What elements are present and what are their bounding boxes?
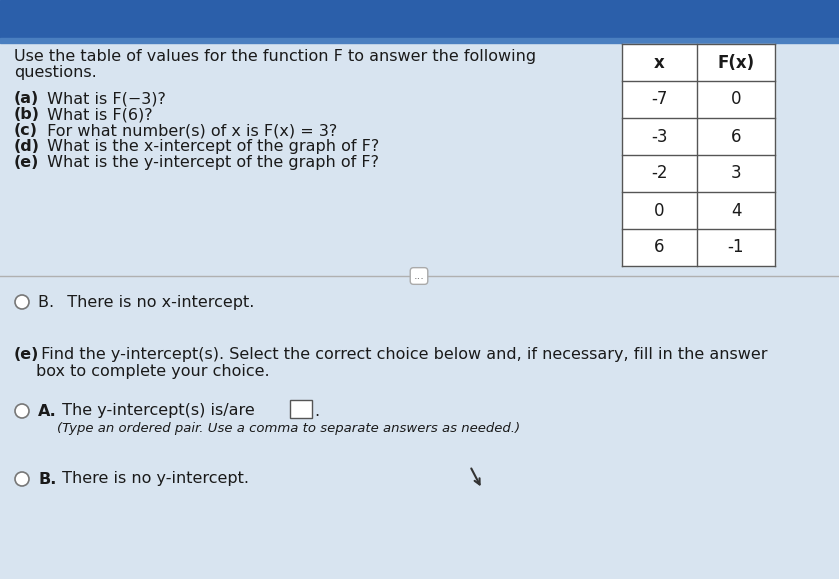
Text: The y-intercept(s) is/are: The y-intercept(s) is/are — [57, 404, 255, 419]
Text: (a): (a) — [14, 91, 39, 106]
Text: Use the table of values for the function F to answer the following: Use the table of values for the function… — [14, 49, 536, 64]
Text: F(x): F(x) — [717, 53, 754, 71]
Text: There is no y-intercept.: There is no y-intercept. — [57, 471, 249, 486]
Text: (e): (e) — [14, 155, 39, 170]
Text: .: . — [314, 404, 319, 419]
Text: (b): (b) — [14, 107, 40, 122]
Text: (d): (d) — [14, 139, 40, 154]
Text: 0: 0 — [731, 90, 741, 108]
Text: -2: -2 — [651, 164, 668, 182]
Text: What is F(6)?: What is F(6)? — [42, 107, 153, 122]
Text: What is the x-intercept of the graph of F?: What is the x-intercept of the graph of … — [42, 139, 379, 154]
Text: -7: -7 — [651, 90, 668, 108]
Text: B.: B. — [38, 471, 56, 486]
Bar — [0, 38, 839, 43]
Text: x: x — [654, 53, 664, 71]
Circle shape — [15, 295, 29, 309]
Text: For what number(s) of x is F(x) = 3?: For what number(s) of x is F(x) = 3? — [42, 123, 337, 138]
Text: 4: 4 — [731, 201, 741, 219]
Circle shape — [15, 404, 29, 418]
Text: (e): (e) — [14, 347, 39, 362]
Text: -3: -3 — [651, 127, 668, 145]
Text: 6: 6 — [731, 127, 741, 145]
Text: B.  There is no x-intercept.: B. There is no x-intercept. — [38, 295, 254, 310]
Text: questions.: questions. — [14, 65, 96, 80]
Bar — [622, 44, 775, 266]
Text: (Type an ordered pair. Use a comma to separate answers as needed.): (Type an ordered pair. Use a comma to se… — [57, 422, 520, 435]
Text: A.: A. — [38, 404, 57, 419]
Text: (c): (c) — [14, 123, 38, 138]
Text: ...: ... — [414, 271, 425, 281]
Bar — [0, 0, 839, 38]
Circle shape — [15, 472, 29, 486]
Text: -1: -1 — [727, 239, 744, 256]
Text: 6: 6 — [654, 239, 664, 256]
Text: Find the y-intercept(s). Select the correct choice below and, if necessary, fill: Find the y-intercept(s). Select the corr… — [36, 347, 768, 379]
Text: What is the y-intercept of the graph of F?: What is the y-intercept of the graph of … — [42, 155, 379, 170]
Text: 0: 0 — [654, 201, 664, 219]
Bar — [290, 400, 312, 418]
Text: 3: 3 — [731, 164, 742, 182]
Text: What is F(−3)?: What is F(−3)? — [42, 91, 166, 106]
